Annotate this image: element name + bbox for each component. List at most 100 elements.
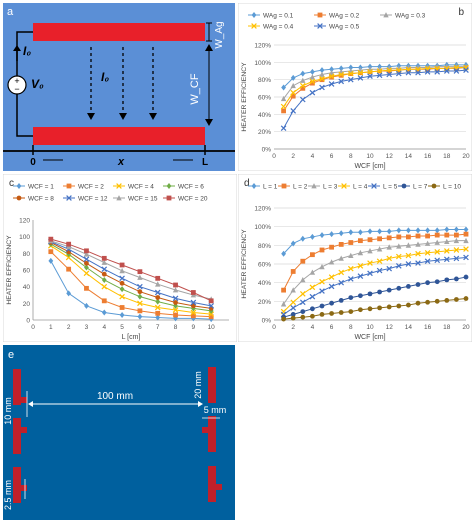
current-arrowhead-wire	[13, 45, 21, 51]
data-point	[425, 233, 430, 239]
data-point	[83, 251, 90, 257]
data-point	[319, 247, 325, 253]
data-point	[137, 300, 143, 307]
legend-entry: L = 2	[293, 184, 308, 191]
data-point	[310, 68, 315, 75]
data-point	[434, 239, 440, 245]
y-tick-label: 100%	[254, 60, 271, 67]
data-point	[424, 69, 431, 75]
series-line	[50, 240, 212, 300]
bottom-strip	[33, 127, 205, 145]
y-tick-label: 0%	[262, 318, 272, 325]
data-point	[396, 234, 402, 240]
left-strip-bottom	[13, 467, 21, 503]
data-point	[376, 68, 383, 74]
legend-entry: WAg = 0.4	[263, 24, 294, 31]
x-tick-label: 8	[349, 153, 353, 160]
right-tab-2	[216, 484, 222, 490]
left-strip-top	[13, 369, 21, 405]
data-point	[281, 316, 286, 322]
data-point	[386, 67, 393, 73]
data-point	[348, 240, 354, 245]
data-point	[190, 299, 197, 306]
data-point	[338, 269, 345, 276]
right-strip-top	[208, 367, 216, 403]
data-point	[386, 255, 393, 262]
data-point	[454, 232, 459, 238]
series-line	[50, 251, 212, 318]
x-tick-label: 12	[386, 153, 394, 160]
data-point	[443, 248, 450, 254]
data-point	[367, 69, 373, 75]
series-line	[283, 67, 466, 107]
layout-figure: e 100 mm 20 mm 5 mm 10 mm 2.5 mm	[3, 345, 235, 520]
data-point	[119, 275, 125, 282]
data-point	[396, 243, 402, 249]
data-point	[453, 68, 460, 74]
dim-10-label: 10 mm	[3, 397, 13, 425]
left-tab-3	[21, 485, 27, 491]
legend-marker	[383, 12, 389, 18]
data-point	[415, 282, 421, 287]
data-point	[406, 234, 411, 240]
legend-marker	[317, 23, 323, 29]
y-tick-label: 80%	[258, 243, 271, 250]
data-point	[119, 280, 125, 286]
data-point	[338, 310, 344, 315]
series-line	[50, 260, 212, 320]
data-point	[377, 228, 382, 235]
data-point	[338, 65, 344, 72]
data-point	[84, 264, 89, 271]
series-5	[281, 274, 469, 320]
x-tick-label: 6	[330, 153, 334, 160]
data-point	[424, 240, 431, 246]
data-point	[395, 263, 402, 269]
legend-entry: WCF = 2	[78, 184, 104, 191]
data-point	[119, 305, 125, 310]
data-point	[329, 66, 334, 73]
data-point	[347, 276, 354, 282]
data-point	[309, 284, 316, 291]
dim-5-label: 5 mm	[204, 405, 227, 415]
data-point	[281, 84, 286, 91]
data-point	[208, 298, 214, 304]
y-tick-label: 120	[19, 218, 30, 225]
legend-marker	[341, 183, 347, 189]
data-point	[281, 250, 286, 257]
data-point	[405, 261, 412, 267]
x-tick-label: 2	[67, 324, 71, 331]
data-point	[310, 80, 315, 86]
x-tick-label: 2	[291, 153, 295, 160]
x-tick-label: 14	[405, 153, 413, 160]
data-point	[396, 227, 402, 234]
panel-e-layout-figure: e 100 mm 20 mm 5 mm 10 mm 2.5 mm	[3, 345, 235, 520]
legend-entry: WAg = 0.3	[395, 13, 426, 20]
series-2	[280, 237, 469, 307]
top-strip	[33, 23, 205, 41]
data-point	[386, 68, 392, 74]
data-point	[376, 246, 383, 252]
data-point	[155, 310, 161, 316]
data-point	[300, 85, 306, 91]
x-origin-label: 0	[30, 157, 36, 168]
legend-entry: WAg = 0.2	[329, 13, 360, 20]
y-tick-label: 100	[19, 234, 30, 241]
x-tick-label: 4	[102, 324, 106, 331]
legend-entry: L = 7	[413, 184, 428, 191]
legend-entry: WCF = 15	[128, 196, 158, 203]
data-point	[358, 293, 363, 299]
series-2	[47, 243, 215, 317]
data-point	[310, 233, 315, 240]
y-axis-title: HEATER EFFICIENCY	[241, 229, 248, 299]
data-point	[405, 69, 412, 76]
data-point	[328, 81, 335, 87]
data-point	[119, 286, 125, 293]
data-point	[319, 278, 325, 285]
data-point	[300, 258, 306, 264]
chart-d-svg: d 0% 20% 40% 60% 80% 100% 120% 0 2 4 6 8 10 12 14 16 18 20…	[238, 174, 472, 342]
right-tab-1	[202, 427, 208, 433]
data-point	[309, 74, 316, 80]
data-point	[48, 257, 54, 264]
v0-label: V₀	[31, 77, 44, 91]
legend-marker	[311, 183, 317, 189]
